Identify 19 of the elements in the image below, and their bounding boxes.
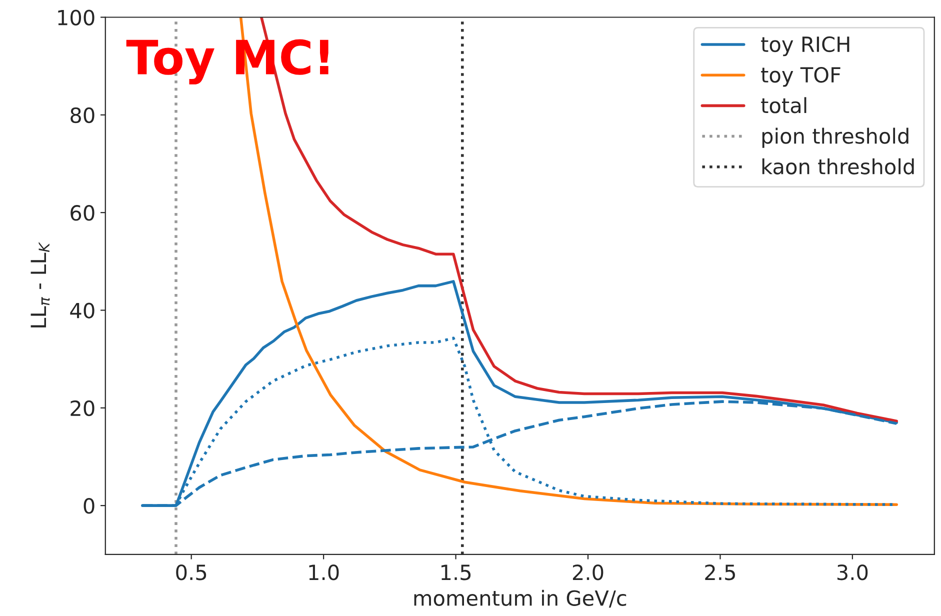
- y-tick-label: 20: [70, 400, 94, 416]
- x-axis-title: momentum in GeV/c: [414, 590, 626, 608]
- y-tick-label: 40: [70, 302, 94, 318]
- legend-label: kaon threshold: [762, 158, 914, 174]
- legend-label: toy RICH: [761, 36, 850, 56]
- x-tick-label: 3.0: [837, 564, 868, 580]
- legend-label: toy TOF: [761, 66, 840, 87]
- x-tick-label: 1.5: [442, 564, 471, 580]
- y-tick-label: 0: [84, 498, 94, 514]
- y-tick-label: 60: [70, 205, 94, 221]
- y-tick-label: 80: [70, 107, 94, 124]
- x-tick-label: 1.0: [309, 564, 339, 580]
- x-tick-label: 2.0: [572, 564, 604, 580]
- legend-label: total: [761, 97, 806, 114]
- y-tick-label: 100: [58, 10, 94, 26]
- x-tick-label: 2.5: [705, 564, 735, 580]
- y-axis-title: LL$_{π}$ - LL$_{K}$: [30, 242, 50, 328]
- legend-label: pion threshold: [762, 128, 908, 148]
- x-tick-label: 0.5: [176, 564, 206, 580]
